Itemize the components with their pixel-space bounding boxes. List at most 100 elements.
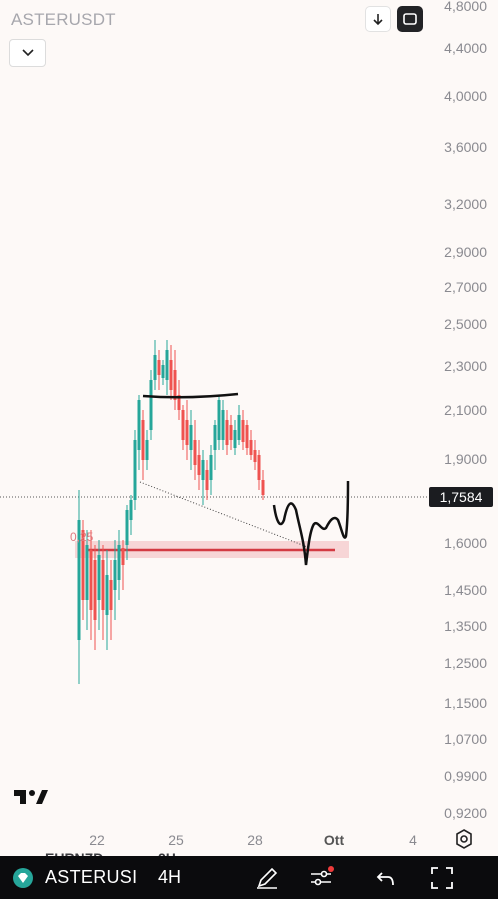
fullscreen-icon: [431, 866, 453, 889]
price-label: 2,3000: [444, 358, 487, 374]
candle-body: [81, 530, 85, 600]
collapse-legend-button[interactable]: [9, 39, 46, 67]
price-label: 2,5000: [444, 316, 487, 332]
fib-level-label: 0,25: [70, 530, 94, 544]
fullscreen-button[interactable]: [430, 856, 454, 899]
candle-body: [141, 420, 145, 460]
price-label: 3,2000: [444, 196, 487, 212]
candle-body: [105, 575, 109, 615]
bottom-toolbar: [0, 856, 498, 899]
candle-body: [233, 430, 237, 448]
candle-body: [137, 400, 141, 450]
current-price-tag: 1,7584: [429, 487, 493, 507]
price-label: 1,6000: [444, 535, 487, 551]
price-label: 4,8000: [444, 0, 487, 14]
candle-body: [241, 420, 245, 442]
price-label: 1,4500: [444, 582, 487, 598]
candle-body: [189, 425, 193, 450]
candle-body: [205, 470, 209, 490]
candle-body: [113, 560, 117, 590]
price-label: 0,9200: [444, 805, 487, 821]
candle-body: [185, 420, 189, 445]
candle-body: [129, 500, 133, 520]
candle-body: [121, 548, 125, 565]
price-label: 1,9000: [444, 451, 487, 467]
candle-body: [161, 365, 165, 378]
price-label: 2,1000: [444, 402, 487, 418]
time-label: 25: [168, 832, 184, 848]
candle-body: [237, 415, 241, 440]
time-label: 22: [89, 832, 105, 848]
symbol-title[interactable]: ASTERUSDT: [11, 10, 116, 29]
time-label: 28: [247, 832, 263, 848]
candle-body: [133, 440, 137, 500]
toolbar-interval[interactable]: 4H: [158, 867, 182, 887]
candle-body: [261, 480, 265, 495]
candle-body: [181, 410, 185, 440]
price-label: 1,3500: [444, 618, 487, 634]
price-label: 3,6000: [444, 139, 487, 155]
candle-body: [249, 440, 253, 455]
resistance-drawing: [142, 392, 239, 399]
undo-button[interactable]: [375, 856, 397, 899]
download-button[interactable]: [365, 6, 391, 32]
candle-body: [85, 545, 89, 600]
price-label: 1,1500: [444, 695, 487, 711]
candle-body: [109, 580, 113, 610]
candle-body: [221, 410, 225, 440]
candle-body: [177, 395, 181, 410]
price-label: 0,9900: [444, 768, 487, 784]
compare-icon: [403, 13, 417, 25]
candle-body: [169, 360, 173, 390]
price-label: 2,9000: [444, 244, 487, 260]
indicators-button[interactable]: [309, 856, 335, 899]
compare-button[interactable]: [397, 6, 423, 32]
candle-body: [89, 550, 93, 610]
candle-body: [153, 355, 157, 380]
trend-line: [139, 481, 311, 549]
candle-body: [157, 360, 161, 375]
candle-body: [97, 555, 101, 600]
candle-body: [245, 425, 249, 448]
chart-settings-button[interactable]: [452, 827, 476, 851]
candle-body: [229, 425, 233, 440]
settings-gear-icon: [456, 829, 472, 849]
pen-draw-icon: [257, 867, 278, 889]
toolbar-symbol[interactable]: ASTERUSI: [45, 867, 138, 887]
candle-body: [217, 400, 221, 440]
price-label: 4,0000: [444, 88, 487, 104]
price-label: 4,4000: [444, 40, 487, 56]
candle-body: [93, 560, 97, 620]
candlesticks: [77, 340, 265, 684]
candle-body: [149, 380, 153, 430]
candle-body: [257, 455, 261, 480]
candle-body: [213, 425, 217, 450]
price-label: 2,7000: [444, 279, 487, 295]
candle-body: [209, 455, 213, 480]
brand-button[interactable]: [12, 856, 34, 899]
price-label: 1,2500: [444, 655, 487, 671]
tradingview-logo-icon: [14, 790, 48, 804]
candle-body: [145, 440, 149, 460]
candle-body: [197, 455, 201, 475]
candle-body: [253, 450, 257, 462]
time-label: 4: [409, 832, 417, 848]
candle-body: [125, 510, 129, 545]
download-arrow-icon: [373, 14, 383, 26]
candle-body: [225, 420, 229, 445]
price-label: 1,0700: [444, 731, 487, 747]
candle-body: [165, 350, 169, 380]
draw-tool-button[interactable]: [255, 856, 279, 899]
projection-drawing: [272, 480, 350, 566]
candle-body: [101, 560, 105, 610]
time-label: Ott: [323, 832, 345, 848]
chevron-down-icon: [21, 49, 34, 57]
candle-body: [201, 460, 205, 480]
candle-body: [77, 520, 81, 640]
candle-body: [117, 545, 121, 580]
brand-diamond-icon: [13, 867, 33, 888]
indicator-sliders-icon: [311, 865, 334, 885]
undo-icon: [376, 871, 394, 885]
